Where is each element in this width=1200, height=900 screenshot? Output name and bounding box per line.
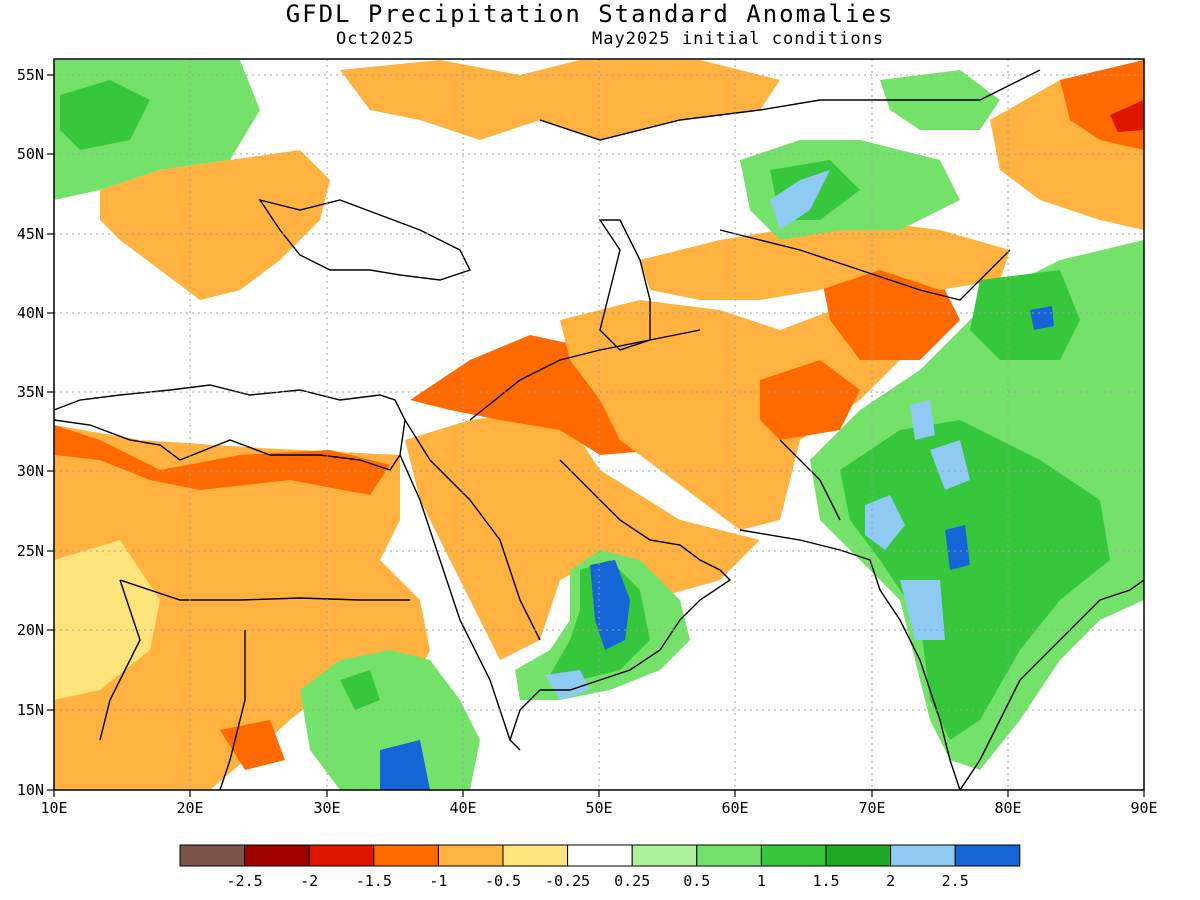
lat-tick-label: 30N [17,462,44,480]
lon-tick-label: 10E [40,799,67,817]
anomaly-region-india-blue [930,440,970,490]
anomaly-fields [54,59,1144,790]
anomaly-region-siberia-red [1110,100,1144,132]
anomaly-region-kashmir-blue [910,400,935,440]
colorbar-swatch [437,844,504,867]
colorbar-label: -1 [429,872,447,890]
colorbar-label: -0.5 [485,872,521,890]
colorbar-label: -2.5 [227,872,263,890]
anomaly-region-india-darkgreen [840,420,1110,740]
lat-tick-label: 55N [17,66,44,84]
lat-tick-label: 45N [17,225,44,243]
colorbar-swatch [308,844,375,867]
lon-tick-label: 50E [585,799,612,817]
lon-tick-label: 30E [313,799,340,817]
colorbar-label: 2 [886,872,895,890]
colorbar-swatch [373,844,439,867]
coastlines [54,69,1144,790]
anomaly-region-europe-dry [100,150,330,300]
anomaly-region-tibet-blue [1030,306,1054,330]
anomaly-region-libya-orange [54,425,390,495]
lat-tick-label: 20N [17,621,44,639]
lon-tick-label: 20E [176,799,203,817]
lat-tick-label: 40N [17,304,44,322]
colorbar-swatch [631,844,698,867]
anomaly-region-ethiopia-blue [380,740,430,790]
lat-tick-label: 15N [17,701,44,719]
anomaly-region-afghan-orange [760,360,860,440]
colorbar-label: 0.5 [683,872,710,890]
lon-tick-label: 70E [858,799,885,817]
lon-tick-label: 60E [721,799,748,817]
lat-axis: 10N 15N 20N 25N 30N 35N 40N 45N 50N 55N [17,66,54,799]
valid-month-label: Oct2025 [336,29,415,49]
map-title: GFDL Precipitation Standard Anomalies [285,0,895,28]
anomaly-region-n-africa-dry [54,425,430,790]
colorbar-swatch [179,844,246,867]
graticule [54,59,1144,790]
lat-tick-label: 25N [17,542,44,560]
anomaly-region-kazakh-dry [640,220,1010,300]
anomaly-region-oman-blue [590,560,630,650]
colorbar: -2.5 -2 -1.5 -1 -0.5 -0.25 0.25 0.5 1 1.5 2 2.5 [179,844,1021,890]
lat-tick-label: 35N [17,383,44,401]
colorbar-label: 1.5 [812,872,839,890]
colorbar-swatch [760,844,827,867]
anomaly-region-russia-dry [340,60,780,140]
colorbar-label: -1.5 [356,872,392,890]
colorbar-label: 2.5 [942,872,969,890]
colorbar-label: -0.25 [545,872,590,890]
colorbar-swatch [696,844,762,867]
anomaly-region-tibet-green [970,270,1080,360]
lon-tick-label: 90E [1130,799,1157,817]
lat-tick-label: 10N [17,781,44,799]
lon-axis: 10E 20E 30E 40E 50E 60E 70E 80E 90E [40,790,1158,817]
colorbar-label: -2 [300,872,318,890]
lon-tick-label: 40E [449,799,476,817]
init-conditions-label: May2025 initial conditions [592,29,885,49]
colorbar-swatch [890,844,956,867]
anomaly-region-iran-dry [560,300,920,530]
lat-tick-label: 50N [17,145,44,163]
colorbar-swatch [567,844,633,867]
colorbar-swatch [825,844,892,867]
anomaly-region-arabia-dry [405,410,760,660]
lon-tick-label: 80E [994,799,1021,817]
colorbar-swatch [244,844,310,867]
anomaly-region-europe-darkgreen [60,80,150,150]
colorbar-swatch [954,844,1021,867]
anomaly-region-pakistan-blue [865,495,905,550]
anomaly-region-east-africa-darkgreen [340,670,380,710]
colorbar-label: 1 [757,872,766,890]
anomaly-region-sahel-yellow [54,540,160,700]
colorbar-swatch [502,844,569,867]
anomaly-region-gujarat-blue [900,580,945,640]
anomaly-region-central-india-blue [945,525,970,570]
anomaly-region-kazakh-blue [770,170,830,230]
anomaly-region-yemen-blue [545,670,590,700]
colorbar-label: 0.25 [614,872,650,890]
